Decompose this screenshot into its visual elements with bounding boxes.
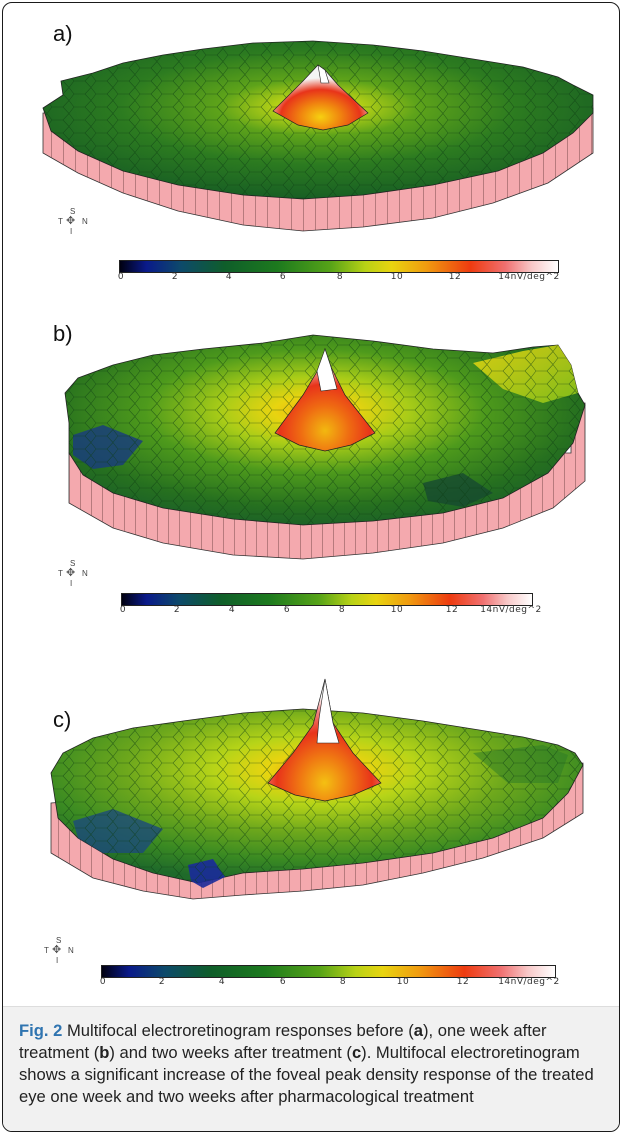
caption-text: Multifocal electroretinogram responses b… xyxy=(62,1021,414,1040)
panel-label: b) xyxy=(53,321,73,346)
caption-ref-c: c xyxy=(351,1043,362,1062)
panel-a: a) xyxy=(3,3,619,293)
colorbar-tick: 10 xyxy=(396,977,410,987)
color-scale-bar: 0 2 4 6 8 10 12 14nV/deg^2 xyxy=(99,965,559,991)
compass-superior: S xyxy=(56,936,62,945)
colorbar-tick: 6 xyxy=(283,605,291,615)
caption-text: ), one week after treatment ( xyxy=(19,1021,547,1062)
colorbar-tick: 0 xyxy=(117,272,125,282)
compass-cross-icon: ✥ xyxy=(66,567,76,579)
mfERG-3d-surface-plot xyxy=(64,334,586,560)
compass-superior: S xyxy=(70,207,76,216)
mfERG-3d-surface-plot xyxy=(42,40,594,232)
panel-label: c) xyxy=(53,707,72,732)
colorbar-tick: 12 xyxy=(448,272,462,282)
colorbar-tick: 4 xyxy=(225,272,233,282)
compass-inferior: I xyxy=(56,956,59,965)
caption-text: ). Multifocal electroretinogram shows a … xyxy=(19,1043,594,1106)
compass-nasal: N xyxy=(68,946,74,955)
compass-temporal: T xyxy=(44,946,49,955)
color-gradient xyxy=(119,260,559,273)
colorbar-tick: 2 xyxy=(173,605,181,615)
compass-temporal: T xyxy=(58,217,63,226)
colorbar-tick: 8 xyxy=(338,605,346,615)
orientation-compass: S T ✥ N I xyxy=(56,560,96,590)
colorbar-tick: 10 xyxy=(390,605,404,615)
colorbar-tick: 4 xyxy=(228,605,236,615)
colorbar-tick: 12 xyxy=(456,977,470,987)
orientation-compass: S T ✥ N I xyxy=(56,208,96,238)
compass-nasal: N xyxy=(82,217,88,226)
compass-cross-icon: ✥ xyxy=(52,944,62,956)
colorbar-tick: 0 xyxy=(119,605,127,615)
color-gradient xyxy=(101,965,556,978)
colorbar-tick: 0 xyxy=(99,977,107,987)
colorbar-tick: 8 xyxy=(336,272,344,282)
mfERG-3d-surface-plot xyxy=(50,678,584,900)
colorbar-tick: 6 xyxy=(279,977,287,987)
colorbar-tick: 10 xyxy=(390,272,404,282)
color-scale-bar: 0 2 4 6 8 10 12 14nV/deg^2 xyxy=(119,593,541,619)
orientation-compass: S T ✥ N I xyxy=(42,937,82,967)
colorbar-tick: 2 xyxy=(171,272,179,282)
panel-label: a) xyxy=(53,21,73,46)
caption-ref-a: a xyxy=(413,1021,423,1040)
panel-c: c) xyxy=(3,633,619,1006)
color-gradient xyxy=(121,593,533,606)
compass-cross-icon: ✥ xyxy=(66,215,76,227)
colorbar-tick: 4 xyxy=(218,977,226,987)
colorbar-tick: 14nV/deg^2 xyxy=(498,272,560,282)
compass-temporal: T xyxy=(58,569,63,578)
colorbar-tick: 14nV/deg^2 xyxy=(498,977,560,987)
color-scale-bar: 0 2 4 6 8 10 12 14nV/deg^2 xyxy=(117,260,560,286)
colorbar-tick: 14nV/deg^2 xyxy=(480,605,542,615)
compass-superior: S xyxy=(70,559,76,568)
colorbar-tick: 8 xyxy=(339,977,347,987)
compass-nasal: N xyxy=(82,569,88,578)
colorbar-tick: 2 xyxy=(158,977,166,987)
colorbar-tick: 12 xyxy=(445,605,459,615)
compass-inferior: I xyxy=(70,579,73,588)
caption-text: ) and two weeks after treatment ( xyxy=(109,1043,352,1062)
caption-ref-b: b xyxy=(99,1043,110,1062)
figure-caption: Fig. 2 Multifocal electroretinogram resp… xyxy=(3,1006,619,1131)
compass-inferior: I xyxy=(70,227,73,236)
colorbar-tick: 6 xyxy=(279,272,287,282)
figure-label: Fig. 2 xyxy=(19,1021,63,1040)
panel-b: b) xyxy=(3,293,619,633)
